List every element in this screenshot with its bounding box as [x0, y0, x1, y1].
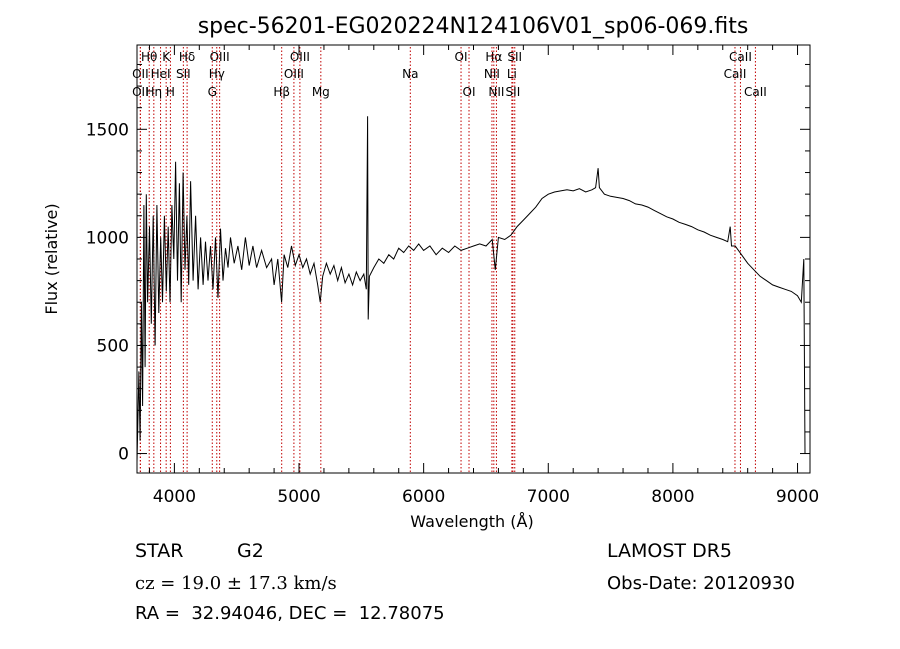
spectrum-line	[136, 116, 806, 463]
emission-line-label: OII	[132, 67, 149, 81]
emission-line-label: Hα	[485, 50, 502, 64]
object-class: STAR	[135, 540, 184, 562]
x-axis-label: Wavelength (Å)	[410, 512, 533, 531]
emission-line-label: CaII	[729, 50, 752, 64]
emission-line-label: Hγ	[209, 67, 225, 81]
emission-line-label: Na	[402, 67, 418, 81]
x-tick-label: 4000	[153, 487, 196, 507]
emission-line-label: SII	[507, 50, 522, 64]
emission-line-label: Li	[507, 67, 517, 81]
emission-line-label: Hθ	[141, 50, 157, 64]
emission-line-label: OIII	[290, 50, 310, 64]
emission-line-markers: Hθ K Hδ OIII OIII OI Hα SII CaII OII HeI SII Hγ OIII N…	[132, 47, 767, 473]
emission-line-label: OII	[132, 85, 149, 99]
emission-line-label: HeI	[151, 67, 171, 81]
emission-line-label: OIII	[284, 67, 304, 81]
emission-line-label: K	[162, 50, 171, 64]
coordinates: RA = 32.94046, DEC = 12.78075	[135, 603, 445, 624]
emission-line-label: G	[208, 85, 217, 99]
plot-frame	[136, 44, 811, 474]
emission-line-label: SII	[506, 85, 521, 99]
redshift-velocity: cz = 19.0 ± 17.3 km/s	[135, 573, 337, 594]
x-tick-label: 6000	[402, 487, 445, 507]
x-axis: 4000 5000 6000 7000 8000 9000	[148, 45, 819, 507]
x-tick-label: 5000	[277, 487, 320, 507]
emission-line-label: CaII	[724, 67, 747, 81]
emission-line-label: Hη	[146, 85, 163, 99]
survey-name: LAMOST DR5	[607, 540, 732, 562]
emission-line-label: NII	[484, 67, 500, 81]
object-subclass: G2	[237, 540, 264, 562]
x-tick-label: 9000	[776, 487, 819, 507]
emission-line-label: H	[166, 85, 175, 99]
obs-date: Obs-Date: 20120930	[607, 573, 795, 594]
y-tick-label: 0	[118, 445, 129, 465]
emission-line-label: OI	[455, 50, 468, 64]
x-tick-label: 7000	[527, 487, 570, 507]
x-tick-label: 8000	[651, 487, 694, 507]
y-axis: 0 500 1000 1500	[86, 63, 810, 465]
emission-line-label: OI	[463, 85, 476, 99]
chart-title: spec-56201-EG020224N124106V01_sp06-069.f…	[198, 14, 749, 39]
y-tick-label: 1000	[86, 228, 129, 248]
emission-line-label: Hδ	[179, 50, 195, 64]
emission-line-label: SII	[176, 67, 191, 81]
y-tick-label: 500	[97, 336, 129, 356]
emission-line-label: NII	[488, 85, 504, 99]
emission-line-label: Hβ	[273, 85, 290, 99]
spectrum-series	[136, 116, 806, 463]
emission-line-label: CaII	[744, 85, 767, 99]
y-tick-label: 1500	[86, 120, 129, 140]
y-axis-label: Flux (relative)	[42, 203, 61, 314]
emission-line-label: OIII	[210, 50, 230, 64]
emission-line-label: Mg	[312, 85, 330, 99]
